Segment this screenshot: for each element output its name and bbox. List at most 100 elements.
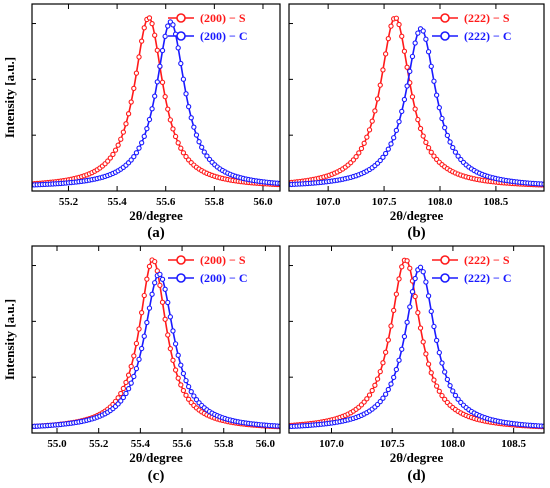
data-point — [404, 319, 410, 325]
series-line-1 — [32, 273, 280, 428]
data-point — [141, 292, 147, 299]
legend-label: (222) − C — [464, 29, 512, 43]
data-point — [425, 145, 432, 151]
data-point — [138, 38, 145, 44]
data-point — [162, 33, 168, 39]
panel-2: 55.0 55.2 55.4 55.6 55.8 56.0 2θ/degree (c) (200… — [31, 245, 281, 484]
data-point — [415, 30, 421, 36]
data-point — [428, 63, 434, 69]
data-point — [396, 276, 402, 282]
data-point — [138, 310, 145, 316]
data-point — [193, 132, 200, 138]
data-point — [372, 382, 378, 388]
data-point — [165, 299, 171, 306]
data-point — [131, 353, 137, 359]
legend-label: (222) − S — [464, 11, 510, 25]
series-line-1 — [289, 266, 544, 428]
data-point — [141, 25, 147, 31]
data-point — [412, 293, 418, 300]
legend-marker — [440, 255, 450, 265]
plot-frame — [31, 3, 281, 192]
data-point — [382, 391, 389, 397]
data-point — [204, 153, 210, 159]
data-point — [165, 23, 171, 29]
data-point — [399, 33, 405, 39]
data-point — [412, 40, 418, 46]
plot-frame — [288, 3, 545, 192]
data-point — [439, 115, 445, 122]
data-point — [152, 93, 158, 99]
data-point — [442, 396, 448, 402]
legend-marker — [440, 31, 450, 41]
x-tick-label: 55.6 — [172, 438, 192, 450]
data-point — [154, 268, 160, 274]
x-tick-label: 108.5 — [501, 438, 526, 450]
data-point — [183, 392, 189, 398]
data-point — [420, 269, 426, 275]
data-point — [401, 96, 408, 103]
data-point — [412, 106, 418, 112]
panel-label: (a) — [147, 225, 165, 241]
x-axis-label: 2θ/degree — [129, 208, 183, 223]
data-point — [175, 352, 181, 358]
x-axis-label: 2θ/degree — [390, 208, 444, 223]
data-point — [191, 393, 197, 399]
data-point — [144, 125, 150, 132]
x-tick-label: 107.0 — [319, 438, 344, 450]
data-point — [178, 60, 184, 67]
data-point — [364, 396, 370, 402]
data-point — [380, 360, 386, 366]
data-point — [131, 373, 137, 380]
data-point — [157, 63, 163, 69]
data-point — [377, 82, 383, 88]
data-point — [423, 279, 429, 285]
data-point — [185, 396, 192, 402]
data-point — [409, 289, 416, 295]
data-point — [361, 399, 367, 405]
data-point — [431, 78, 437, 84]
data-point — [382, 150, 389, 157]
data-point — [167, 345, 174, 352]
data-point — [183, 91, 189, 97]
data-point — [136, 145, 142, 151]
x-axis-label: 2θ/degree — [390, 450, 444, 465]
legend-marker — [176, 255, 186, 265]
data-point — [455, 153, 461, 159]
legend-marker — [176, 273, 186, 283]
data-point — [183, 377, 189, 384]
plot-area — [289, 15, 544, 188]
data-point — [358, 145, 365, 152]
data-point — [428, 370, 434, 376]
data-point — [120, 385, 127, 392]
data-point — [107, 155, 113, 161]
data-point — [191, 124, 197, 130]
x-tick-label: 107.5 — [372, 196, 397, 208]
data-point — [382, 51, 389, 57]
data-point — [180, 150, 187, 156]
data-point — [159, 79, 166, 85]
data-point — [407, 265, 413, 271]
data-point — [199, 144, 205, 150]
data-point — [157, 282, 163, 288]
data-point — [133, 365, 140, 372]
data-point — [154, 79, 160, 85]
data-point — [125, 386, 132, 392]
data-point — [172, 367, 179, 373]
data-point — [412, 275, 418, 282]
data-point — [439, 392, 445, 399]
data-point — [146, 15, 153, 21]
data-point — [417, 125, 424, 132]
data-point — [388, 381, 394, 387]
data-point — [425, 293, 432, 299]
data-point — [178, 382, 184, 388]
legend-label: (200) − S — [200, 11, 246, 25]
data-point — [144, 319, 150, 326]
data-point — [120, 129, 127, 135]
panel-3: 107.0 107.5 108.0 108.5 2θ/degree (d) (222) − … — [288, 245, 545, 484]
data-point — [196, 139, 202, 145]
x-tick-label: 55.4 — [107, 196, 127, 208]
data-point — [178, 145, 184, 151]
data-point — [152, 280, 158, 286]
data-point — [159, 47, 166, 54]
data-point — [165, 332, 171, 338]
